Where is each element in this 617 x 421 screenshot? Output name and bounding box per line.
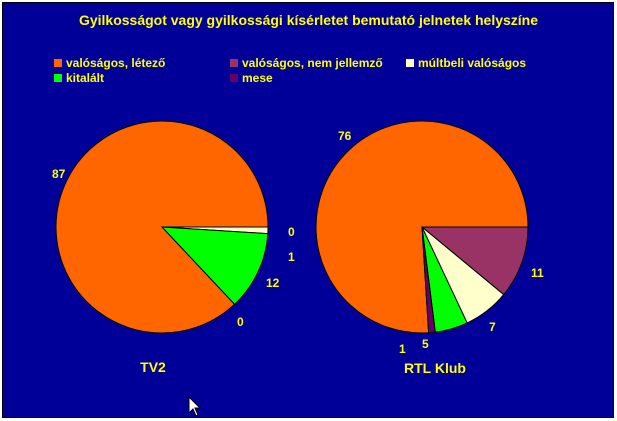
pie-slice <box>160 226 269 305</box>
data-label: 1 <box>288 250 295 264</box>
legend-label: múltbeli valóságos <box>418 56 527 70</box>
data-label: 5 <box>422 337 429 351</box>
data-label: 0 <box>288 225 295 239</box>
data-label: 0 <box>237 315 244 329</box>
pie-name-label: TV2 <box>140 359 166 375</box>
pie-name-label: RTL Klub <box>404 360 466 376</box>
pie-rtl-klub: 76 11 7 5 1 RTL Klub <box>315 120 544 376</box>
data-label: 12 <box>266 276 280 290</box>
legend-item-valosagos-letezo: valóságos, létező <box>54 56 165 70</box>
pie-tv2: 87 0 1 12 0 TV2 <box>52 120 295 375</box>
legend-label: valóságos, létező <box>66 56 166 70</box>
legend-swatch <box>230 59 238 67</box>
legend-item-mese: mese <box>230 71 273 85</box>
data-label: 7 <box>489 320 496 334</box>
legend-label: mese <box>242 71 273 85</box>
data-label: 76 <box>338 129 352 143</box>
legend-swatch <box>406 59 414 67</box>
pie-slice <box>421 226 436 334</box>
data-label: 11 <box>531 266 544 280</box>
legend-item-valosagos-nem-jellemzo: valóságos, nem jellemző <box>230 56 383 70</box>
pie-slice <box>315 120 529 334</box>
legend-swatch <box>54 59 62 67</box>
pie-slice <box>420 226 529 296</box>
legend-swatch <box>230 74 238 82</box>
legend-swatch <box>54 74 62 82</box>
data-label: 1 <box>399 342 406 356</box>
mouse-cursor-icon <box>188 396 202 417</box>
legend-item-kitalalt: kitalált <box>54 71 104 85</box>
legend-label: kitalált <box>66 71 105 85</box>
legend-item-multbeli-valosagos: múltbeli valóságos <box>406 56 526 70</box>
data-label: 87 <box>52 167 66 181</box>
chart-title: Gyilkosságot vagy gyilkossági kísérletet… <box>78 12 539 28</box>
legend-label: valóságos, nem jellemző <box>242 56 383 70</box>
